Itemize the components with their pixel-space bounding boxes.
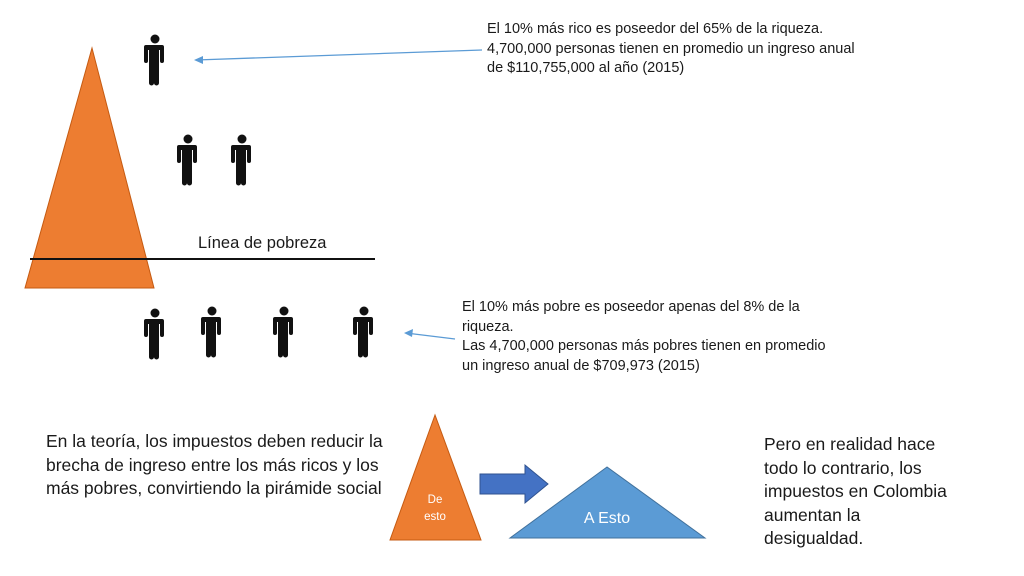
small-pyramid-label-line: esto (424, 511, 446, 523)
small-pyramid-label: De esto (412, 492, 458, 526)
person-icon (201, 306, 221, 358)
reality-line: desigualdad. (764, 528, 864, 548)
poor-pointer-arrow (405, 332, 456, 340)
reality-paragraph: Pero en realidad hace todo lo contrario,… (764, 433, 994, 551)
person-icon (273, 306, 293, 358)
right-arrow-icon (479, 463, 549, 505)
rich-note-line: 4,700,000 personas tienen en promedio un… (487, 40, 855, 57)
poor-note-line: Las 4,700,000 personas más pobres tienen… (462, 338, 826, 354)
poverty-line-label: Línea de pobreza (198, 234, 327, 252)
social-pyramid (24, 46, 155, 289)
small-pyramid-label-line: De (427, 494, 443, 506)
poor-pointer-arrowhead (404, 329, 413, 337)
theory-line: En la teoría, los impuestos deben reduci… (46, 431, 383, 451)
rich-note-line: de $110,755,000 al año (2015) (487, 60, 685, 76)
rich-pointer-arrow (195, 49, 483, 61)
rich-note: El 10% más rico es poseedor del 65% de l… (487, 20, 907, 79)
wide-pyramid-label: A Esto (583, 510, 631, 527)
reality-line: aumentan la (764, 504, 861, 525)
theory-paragraph: En la teoría, los impuestos deben reduci… (46, 430, 391, 501)
poor-note-line: un ingreso anual de $709,973 (2015) (462, 357, 700, 374)
reality-line: impuestos en Colombia (764, 481, 947, 501)
poor-note-line: riqueza. (462, 318, 514, 335)
person-icon (144, 308, 164, 360)
theory-line: más pobres, convirtiendo la pirámide soc… (46, 478, 382, 498)
person-icon (144, 34, 164, 86)
rich-note-line: El 10% más rico es poseedor del 65% de l… (487, 21, 824, 37)
small-pyramid (389, 413, 482, 541)
reality-line: Pero en realidad hace (764, 434, 936, 454)
theory-line: brecha de ingreso entre los más ricos y … (46, 454, 379, 475)
reality-line: todo lo contrario, los (764, 457, 922, 478)
poor-note: El 10% más pobre es poseedor apenas del … (462, 298, 872, 376)
person-icon (177, 134, 197, 186)
poor-note-line: El 10% más pobre es poseedor apenas del … (462, 299, 800, 315)
person-icon (353, 306, 373, 358)
person-icon (231, 134, 251, 186)
rich-pointer-arrowhead (194, 56, 203, 64)
wide-pyramid (508, 466, 707, 539)
